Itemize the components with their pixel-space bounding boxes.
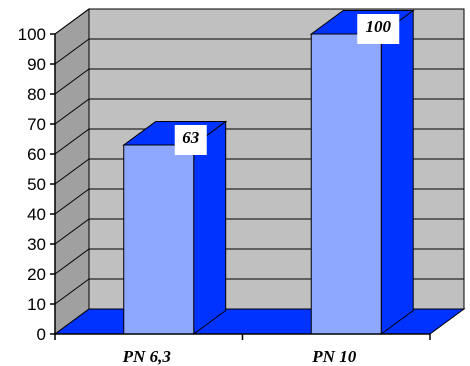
y-tick-label: 30 — [27, 235, 46, 254]
data-label-box — [174, 125, 207, 155]
gridline-side — [54, 278, 90, 305]
y-tick-label: 50 — [27, 175, 46, 194]
gridline-side — [54, 218, 90, 245]
y-tick-label: 20 — [27, 265, 46, 284]
gridline-side — [54, 158, 90, 185]
y-tick-label: 40 — [27, 205, 46, 224]
bars: 63 100 — [122, 9, 415, 335]
y-tick-label: 70 — [27, 115, 46, 134]
bar-side — [380, 9, 414, 335]
bar: 100 — [309, 9, 415, 335]
x-tick-label: PN 6,3 — [122, 347, 172, 366]
x-tick-label: PN 10 — [311, 347, 356, 366]
gridline-side — [54, 128, 90, 155]
gridline-side — [54, 248, 90, 275]
bar-front — [123, 144, 195, 335]
gridline-side — [54, 68, 90, 95]
y-tick-label: 0 — [37, 325, 46, 344]
bar: 63 — [122, 120, 228, 335]
gridline-side — [54, 188, 90, 215]
data-label: 100 — [366, 17, 392, 36]
y-tick-label: 100 — [18, 25, 46, 44]
gridline-side — [54, 98, 90, 125]
y-tick-label: 60 — [27, 145, 46, 164]
y-axis: 0 10 20 30 40 50 60 70 80 90 100 — [18, 25, 56, 344]
data-label: 63 — [182, 128, 200, 147]
gridline-side — [54, 38, 90, 65]
bar-front — [310, 33, 382, 335]
y-tick-label: 10 — [27, 295, 46, 314]
y-tick-label: 90 — [27, 55, 46, 74]
y-tick-label: 80 — [27, 85, 46, 104]
gridline-side — [54, 8, 90, 35]
data-label-box — [357, 14, 400, 44]
x-axis: PN 6,3 PN 10 — [54, 333, 431, 366]
